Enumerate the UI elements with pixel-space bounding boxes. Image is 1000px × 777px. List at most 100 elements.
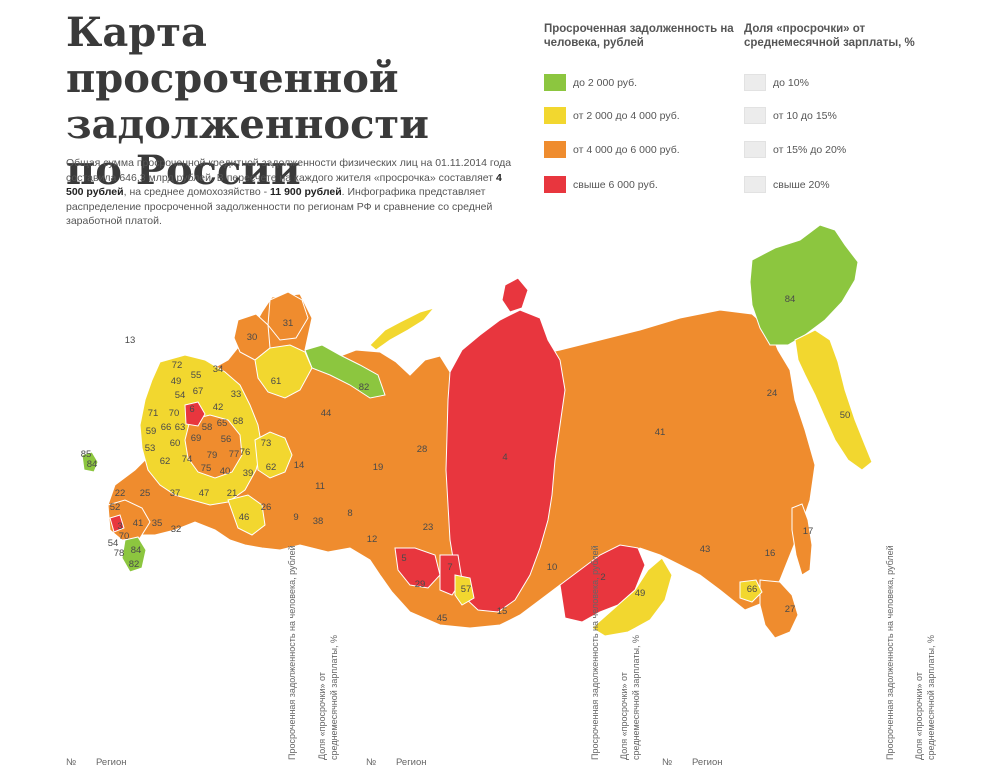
region-number-38: 39 — [243, 468, 254, 479]
intro-bold-per-household: 11 900 рублей — [270, 186, 342, 198]
region-area-dagestan-green — [121, 536, 147, 573]
region-number-51: 52 — [110, 502, 121, 513]
region-number-29: 29 — [415, 579, 426, 590]
legend-debt-title: Просроченная задолженность на человека, … — [544, 23, 734, 49]
region-number-3: 3 — [117, 521, 122, 532]
table-col-num-3: № — [662, 757, 673, 768]
region-number-77: 77 — [229, 449, 240, 460]
region-number-2: 2 — [600, 572, 605, 583]
region-number-4: 4 — [502, 452, 507, 463]
region-number-17: 17 — [803, 526, 814, 537]
table-col-share-2b: среднемесячной зарплаты, % — [631, 635, 641, 760]
region-number-42: 42 — [213, 402, 224, 413]
region-number-44: 44 — [321, 408, 332, 419]
table-col-region-1: Регион — [96, 757, 127, 768]
region-number-9: 9 — [293, 512, 298, 523]
region-number-55: 56 — [221, 434, 232, 445]
region-area-jewish-ao — [739, 579, 763, 603]
table-col-num-1: № — [66, 757, 77, 768]
region-area-chukotka — [749, 224, 859, 346]
table-col-share-1a: Доля «просрочки» от — [317, 672, 327, 760]
legend-debt-item-2: от 2 000 до 4 000 руб. — [544, 107, 680, 124]
legend-debt-label-2: от 2 000 до 4 000 руб. — [573, 109, 680, 122]
legend-share-title: Доля «просрочки» от среднемесячной зарпл… — [744, 23, 915, 49]
table-col-region-2: Регион — [396, 757, 427, 768]
legend-share-item-2: от 10 до 15% — [744, 107, 837, 124]
region-number-24: 24 — [767, 388, 778, 399]
legend-share-swatch-2 — [744, 107, 766, 124]
region-number-27: 27 — [785, 604, 796, 615]
legend-debt-item-1: до 2 000 руб. — [544, 74, 637, 91]
region-number-54: 55 — [191, 370, 202, 381]
region-number-33: 33 — [231, 389, 242, 400]
region-number-84: 84 — [87, 459, 98, 470]
region-number-21: 21 — [227, 488, 238, 499]
region-number-76: 76 — [240, 447, 251, 458]
region-number-40: 40 — [220, 466, 231, 477]
region-number-82: 84 — [785, 294, 796, 305]
table-col-share-3a: Доля «просрочки» от — [914, 672, 924, 760]
table-col-share-2a: Доля «просрочки» от — [619, 672, 629, 760]
region-area-south-yellow — [227, 494, 266, 536]
region-number-37: 37 — [170, 488, 181, 499]
title-line-2: задолженности — [66, 101, 429, 148]
region-number-30: 30 — [247, 332, 258, 343]
region-number-49: 49 — [635, 588, 646, 599]
legend-swatch-red — [544, 176, 566, 193]
legend-debt-label-4: свыше 6 000 руб. — [573, 178, 658, 191]
intro-part-3: . Инфографика представляет распределение… — [66, 186, 493, 227]
region-number-85: 85 — [81, 449, 92, 460]
intro-bold-per-person: 4 500 рублей — [66, 171, 502, 199]
region-number-25: 25 — [140, 488, 151, 499]
legend-share-swatch-1 — [744, 74, 766, 91]
region-area-moscow — [184, 401, 206, 427]
region-area-tatarstan — [254, 431, 293, 479]
region-number-39: 41 — [655, 427, 666, 438]
legend-debt-label-3: от 4 000 до 6 000 руб. — [573, 143, 680, 156]
region-number-75: 75 — [201, 463, 212, 474]
region-number-26: 26 — [261, 502, 272, 513]
region-number-73: 73 — [261, 438, 272, 449]
region-number-81: 82 — [129, 559, 140, 570]
region-number-13: 13 — [125, 335, 136, 346]
region-number-59: 60 — [170, 438, 181, 449]
region-area-amur — [591, 557, 673, 637]
region-area-khakassia — [454, 574, 475, 606]
legend-share-item-4: свыше 20% — [744, 176, 830, 193]
table-col-debt-3: Просроченная задолженность на человека, … — [885, 545, 895, 760]
region-number-8: 8 — [347, 508, 352, 519]
region-area-krasnodar-red — [109, 514, 125, 533]
legend-share-label-2: от 10 до 15% — [773, 109, 837, 122]
region-area-sakhalin — [791, 503, 813, 576]
region-number-36: 38 — [313, 516, 324, 527]
region-number-68: 68 — [233, 416, 244, 427]
legend-debt-item-4: свыше 6 000 руб. — [544, 176, 658, 193]
legend-share-label-4: свыше 20% — [773, 178, 830, 191]
title-line-1: Карта просроченной — [66, 9, 399, 102]
region-number-35: 35 — [152, 518, 163, 529]
region-number-56: 57 — [461, 584, 472, 595]
region-number-60: 62 — [160, 456, 171, 467]
region-number-70-south: 70 — [119, 531, 130, 542]
intro-part-2: , на среднее домохозяйство - — [123, 186, 271, 198]
region-number-65: 65 — [217, 418, 228, 429]
region-number-63: 63 — [175, 422, 186, 433]
legend-share-item-1: до 10% — [744, 74, 809, 91]
legend-swatch-green — [544, 74, 566, 91]
intro-part-1: Общая сумма просроченной кредитной задол… — [66, 157, 512, 184]
region-number-61: 61 — [271, 376, 282, 387]
legend-swatch-orange — [544, 141, 566, 158]
region-number-46: 46 — [239, 512, 250, 523]
region-number-80: 82 — [359, 382, 370, 393]
region-number-19: 19 — [373, 462, 384, 473]
table-col-share-3b: среднемесячной зарплаты, % — [926, 635, 936, 760]
region-number-45: 45 — [437, 613, 448, 624]
region-number-72: 72 — [172, 360, 183, 371]
region-number-12: 12 — [367, 534, 378, 545]
region-number-32: 32 — [171, 524, 182, 535]
legend-share-swatch-3 — [744, 141, 766, 158]
region-number-41: 41 — [133, 518, 144, 529]
region-area-central-orange — [184, 414, 243, 479]
region-number-67: 67 — [193, 386, 204, 397]
